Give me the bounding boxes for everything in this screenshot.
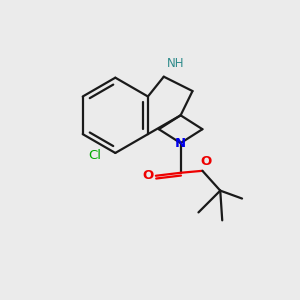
Text: O: O [142,169,154,182]
Text: O: O [201,155,212,168]
Text: N: N [175,136,186,150]
Text: NH: NH [167,57,184,70]
Text: Cl: Cl [88,149,101,162]
